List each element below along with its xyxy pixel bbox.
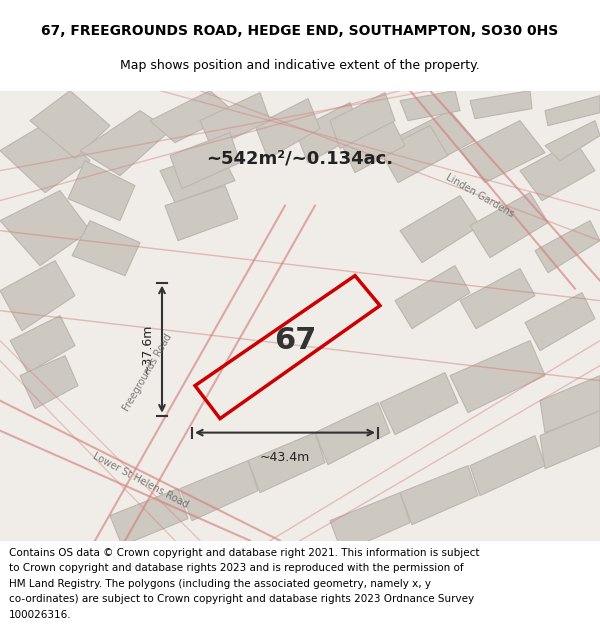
Polygon shape — [540, 411, 600, 469]
Text: to Crown copyright and database rights 2023 and is reproduced with the permissio: to Crown copyright and database rights 2… — [9, 563, 464, 573]
Polygon shape — [520, 141, 595, 201]
Polygon shape — [330, 492, 410, 552]
Text: co-ordinates) are subject to Crown copyright and database rights 2023 Ordnance S: co-ordinates) are subject to Crown copyr… — [9, 594, 474, 604]
Text: ~43.4m: ~43.4m — [260, 451, 310, 464]
Text: Linden Gardens: Linden Gardens — [444, 172, 516, 219]
Text: ~37.6m: ~37.6m — [141, 324, 154, 374]
Text: Map shows position and indicative extent of the property.: Map shows position and indicative extent… — [120, 59, 480, 72]
Polygon shape — [180, 461, 258, 521]
Polygon shape — [470, 192, 548, 258]
Polygon shape — [110, 489, 188, 546]
Polygon shape — [400, 91, 460, 121]
Polygon shape — [545, 121, 600, 161]
Polygon shape — [72, 221, 140, 276]
Polygon shape — [380, 126, 448, 182]
Polygon shape — [395, 266, 470, 329]
Polygon shape — [315, 402, 390, 464]
Polygon shape — [0, 121, 90, 192]
Text: 100026316.: 100026316. — [9, 609, 71, 619]
Polygon shape — [0, 91, 600, 541]
Polygon shape — [248, 432, 325, 492]
Polygon shape — [540, 376, 600, 432]
Text: Freegrounds Road: Freegrounds Road — [122, 332, 174, 413]
Polygon shape — [460, 269, 535, 329]
Polygon shape — [10, 316, 75, 372]
Polygon shape — [170, 132, 240, 189]
Polygon shape — [80, 111, 170, 176]
Polygon shape — [68, 161, 135, 221]
Polygon shape — [255, 99, 320, 159]
Polygon shape — [160, 151, 235, 202]
Polygon shape — [535, 221, 600, 272]
Polygon shape — [390, 111, 475, 173]
Polygon shape — [165, 186, 238, 241]
Text: 67: 67 — [274, 326, 316, 355]
Polygon shape — [470, 91, 532, 119]
Text: HM Land Registry. The polygons (including the associated geometry, namely x, y: HM Land Registry. The polygons (includin… — [9, 579, 431, 589]
Polygon shape — [525, 292, 595, 351]
Polygon shape — [150, 91, 235, 142]
Polygon shape — [470, 436, 545, 496]
Text: Contains OS data © Crown copyright and database right 2021. This information is : Contains OS data © Crown copyright and d… — [9, 548, 479, 558]
Polygon shape — [340, 116, 405, 172]
Polygon shape — [380, 372, 458, 434]
Text: 67, FREEGROUNDS ROAD, HEDGE END, SOUTHAMPTON, SO30 0HS: 67, FREEGROUNDS ROAD, HEDGE END, SOUTHAM… — [41, 24, 559, 38]
Polygon shape — [330, 92, 395, 149]
Text: Lower St Helens Road: Lower St Helens Road — [91, 451, 190, 510]
Text: ~542m²/~0.134ac.: ~542m²/~0.134ac. — [206, 149, 394, 168]
Polygon shape — [460, 121, 545, 182]
Polygon shape — [400, 466, 478, 524]
Polygon shape — [545, 96, 600, 126]
Polygon shape — [0, 191, 90, 266]
Polygon shape — [0, 261, 75, 331]
Polygon shape — [30, 91, 110, 159]
Polygon shape — [400, 196, 480, 262]
Polygon shape — [450, 341, 545, 412]
Polygon shape — [295, 102, 362, 162]
Polygon shape — [200, 92, 270, 149]
Polygon shape — [20, 356, 78, 409]
